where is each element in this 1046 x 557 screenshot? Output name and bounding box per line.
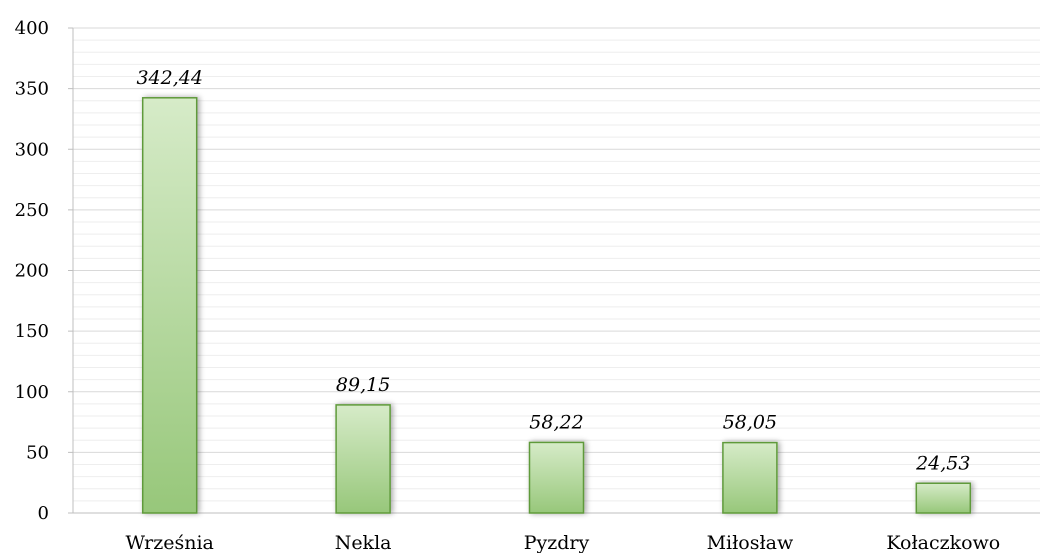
y-tick-label: 150	[15, 321, 49, 342]
bar-września	[141, 97, 198, 514]
y-tick-label: 0	[38, 503, 49, 524]
y-tick-label: 400	[15, 18, 49, 39]
data-label: 58,05	[723, 412, 777, 434]
data-label: 342,44	[136, 67, 202, 89]
x-category-label: Pyzdry	[524, 532, 590, 553]
bar-pyzdry	[528, 441, 585, 514]
y-tick-label: 200	[15, 261, 49, 282]
y-tick-label: 250	[15, 200, 49, 221]
y-tick-label: 350	[15, 79, 49, 100]
x-category-label: Kołaczkowo	[886, 532, 1000, 553]
bar-miłosław	[722, 441, 778, 514]
y-axis-ticks: 0 50 100 150 200 250 300 350 400	[15, 18, 49, 524]
y-tick-label: 100	[15, 382, 49, 403]
data-label: 58,22	[529, 411, 583, 433]
bars	[141, 97, 972, 514]
bar-kołaczkowo	[915, 482, 972, 514]
data-label: 24,53	[915, 452, 970, 474]
data-label: 89,15	[336, 374, 390, 396]
bar-nekla	[335, 404, 391, 514]
data-labels: 342,44 89,15 58,22 58,05 24,53	[136, 67, 970, 474]
x-category-label: Nekla	[335, 532, 392, 553]
y-tick-label: 300	[15, 139, 49, 160]
x-category-label: Miłosław	[707, 532, 794, 553]
x-axis-categories: Września Nekla Pyzdry Miłosław Kołaczkowo	[125, 532, 1000, 554]
gridlines	[73, 27, 1040, 502]
x-category-label: Września	[125, 532, 213, 553]
y-tick-label: 50	[26, 442, 49, 463]
